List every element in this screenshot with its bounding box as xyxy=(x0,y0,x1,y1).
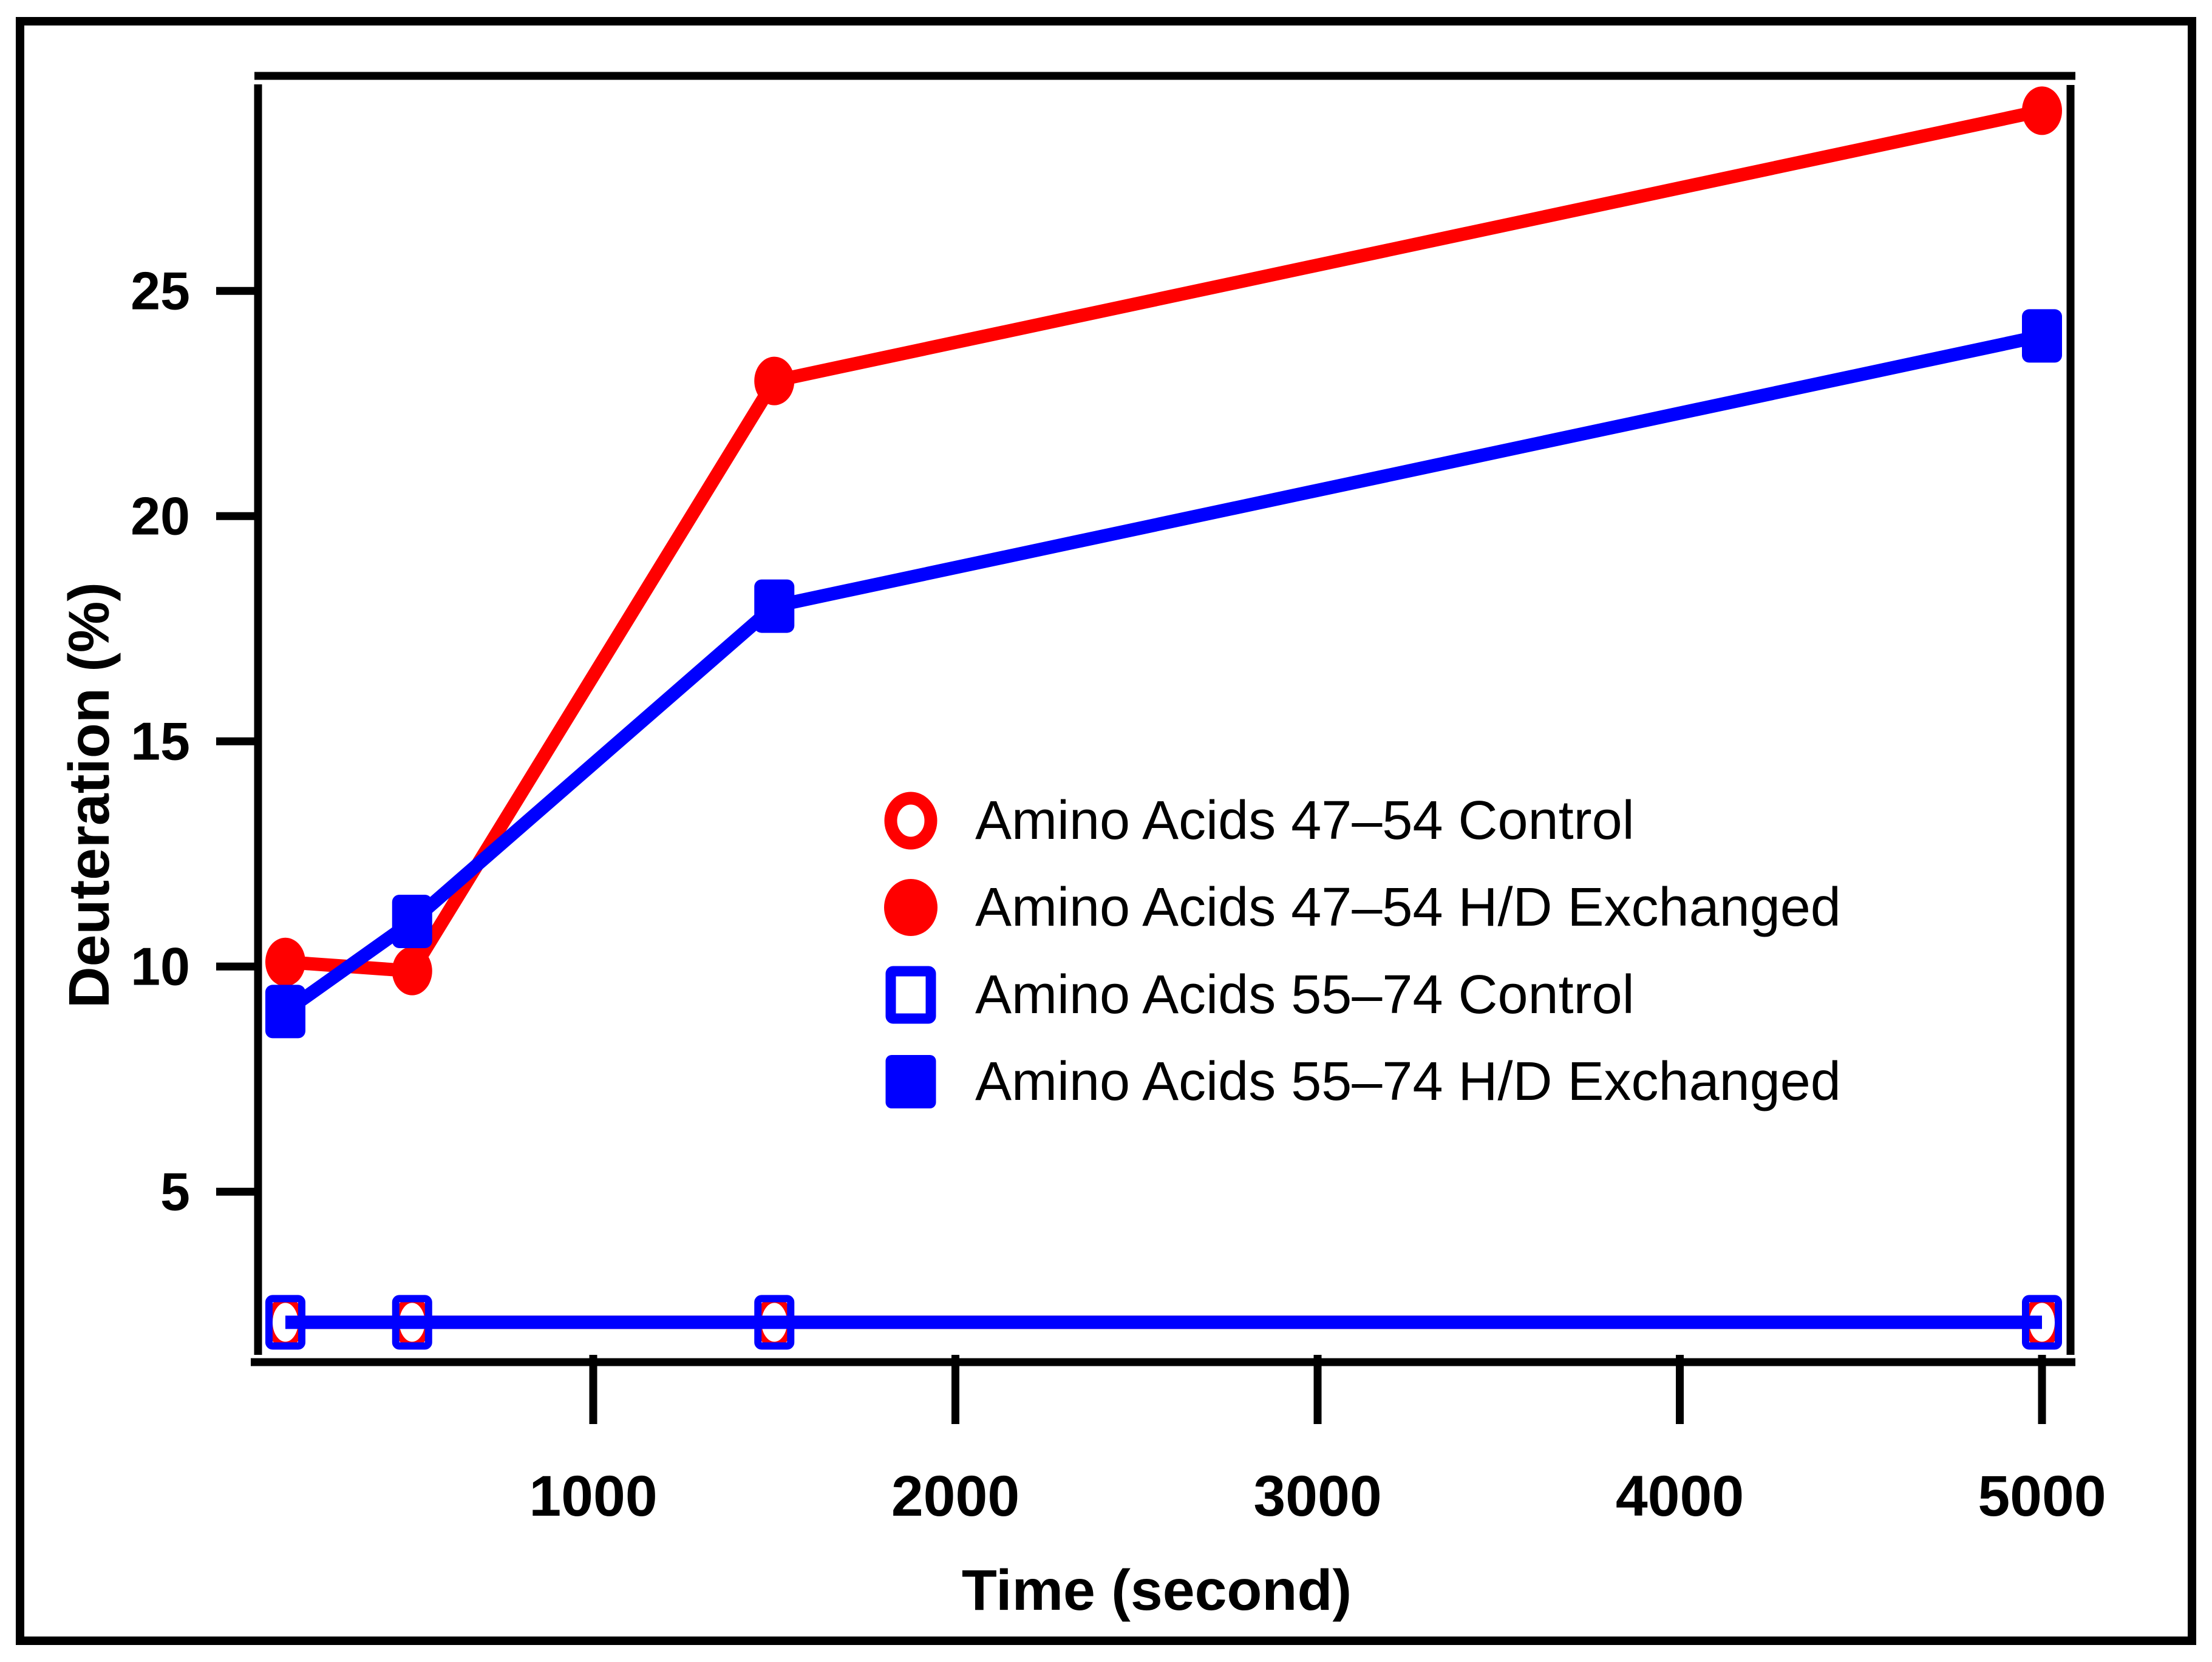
y-tick-label: 15 xyxy=(131,711,190,772)
data-point-open-square xyxy=(754,1295,795,1350)
data-point-filled-circle xyxy=(392,946,432,996)
series-2 xyxy=(265,1295,2062,1350)
legend-marker-shape xyxy=(885,966,936,1024)
x-tick-label: 5000 xyxy=(1978,1464,2106,1528)
data-point-open-square xyxy=(265,1295,305,1350)
legend-marker-open-circle-icon xyxy=(884,792,938,850)
legend-label: Amino Acids 47–54 Control xyxy=(975,790,1635,851)
legend-label: Amino Acids 55–74 Control xyxy=(975,965,1635,1025)
data-point-open-square xyxy=(2022,1295,2062,1350)
y-tick-label: 25 xyxy=(131,261,190,321)
legend-marker-open-square-icon xyxy=(885,966,936,1024)
legend-item: Amino Acids 47–54 H/D Exchanged xyxy=(884,877,1841,938)
x-tick-label: 4000 xyxy=(1616,1464,1744,1528)
x-axis-title: Time (second) xyxy=(962,1558,1352,1623)
legend-marker-filled-square-icon xyxy=(885,1055,936,1108)
series-3 xyxy=(265,309,2062,1039)
series-layer xyxy=(265,86,2062,1350)
legend: Amino Acids 47–54 Control Amino Acids 47… xyxy=(884,790,1841,1112)
data-point-filled-square xyxy=(754,579,795,633)
series-1 xyxy=(265,86,2062,996)
y-tick-label: 5 xyxy=(160,1162,190,1222)
y-axis-title: Deuteration (%) xyxy=(57,582,121,1008)
legend-label: Amino Acids 55–74 H/D Exchanged xyxy=(975,1051,1841,1112)
legend-marker-shape xyxy=(885,1055,936,1108)
legend-item: Amino Acids 47–54 Control xyxy=(884,790,1635,851)
y-tick-label: 10 xyxy=(131,937,190,997)
data-point-filled-square xyxy=(265,985,305,1039)
data-point-open-square xyxy=(392,1295,432,1350)
data-point-filled-circle xyxy=(2022,86,2062,135)
x-tick-label: 1000 xyxy=(529,1464,657,1528)
legend-item: Amino Acids 55–74 Control xyxy=(885,965,1635,1025)
ticks-layer: 5 10 15 20 25 1000 2000 3000 4000 5000 xyxy=(131,261,2106,1528)
figure-border xyxy=(16,17,2196,1645)
y-tick-label: 20 xyxy=(131,486,190,546)
data-point-filled-square xyxy=(2022,309,2062,363)
legend-label: Amino Acids 47–54 H/D Exchanged xyxy=(975,877,1841,938)
x-tick-label: 3000 xyxy=(1253,1464,1381,1528)
legend-marker-shape xyxy=(884,879,938,936)
legend-marker-shape xyxy=(884,792,938,850)
data-point-filled-circle xyxy=(754,356,795,405)
legend-item: Amino Acids 55–74 H/D Exchanged xyxy=(885,1051,1841,1112)
legend-marker-filled-circle-icon xyxy=(884,879,938,936)
plot-frame xyxy=(251,72,2075,1366)
x-tick-label: 2000 xyxy=(891,1464,1019,1528)
data-point-filled-circle xyxy=(265,937,305,986)
data-point-filled-square xyxy=(392,895,432,948)
series-line xyxy=(281,329,2044,1017)
